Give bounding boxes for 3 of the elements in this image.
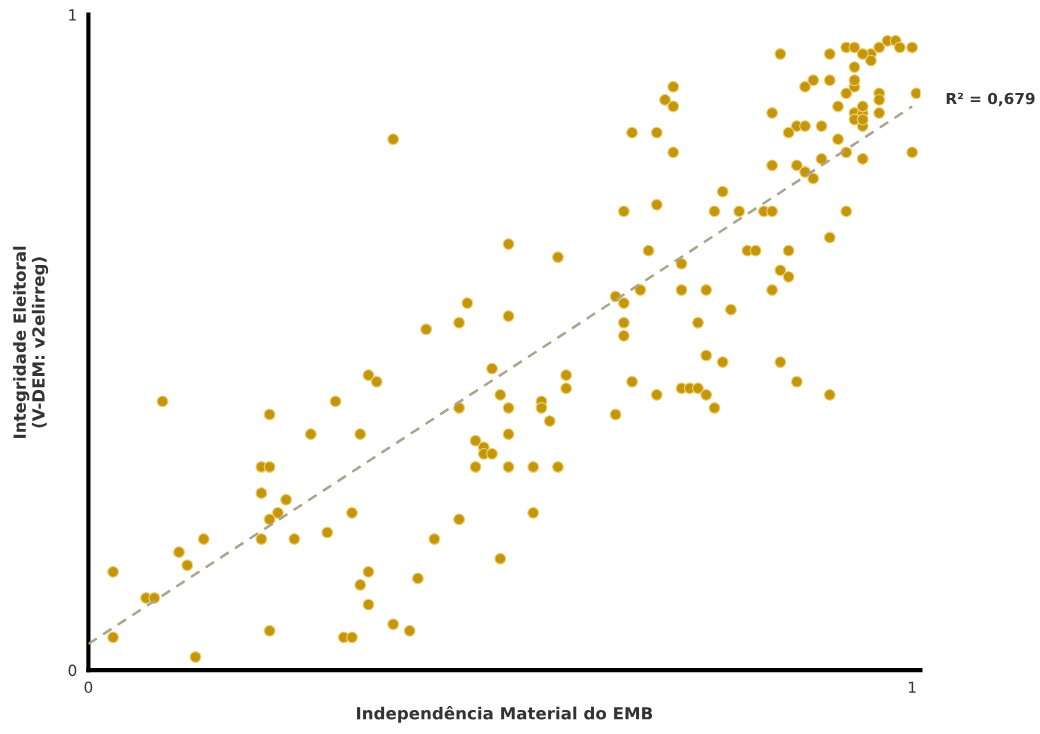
x-axis-title: Independência Material do EMB xyxy=(357,705,653,723)
y-axis-title: Integridade Eleitoral (V-DEM: v2elirreg) xyxy=(13,246,49,438)
text: R² = 0,679 xyxy=(946,92,1035,107)
